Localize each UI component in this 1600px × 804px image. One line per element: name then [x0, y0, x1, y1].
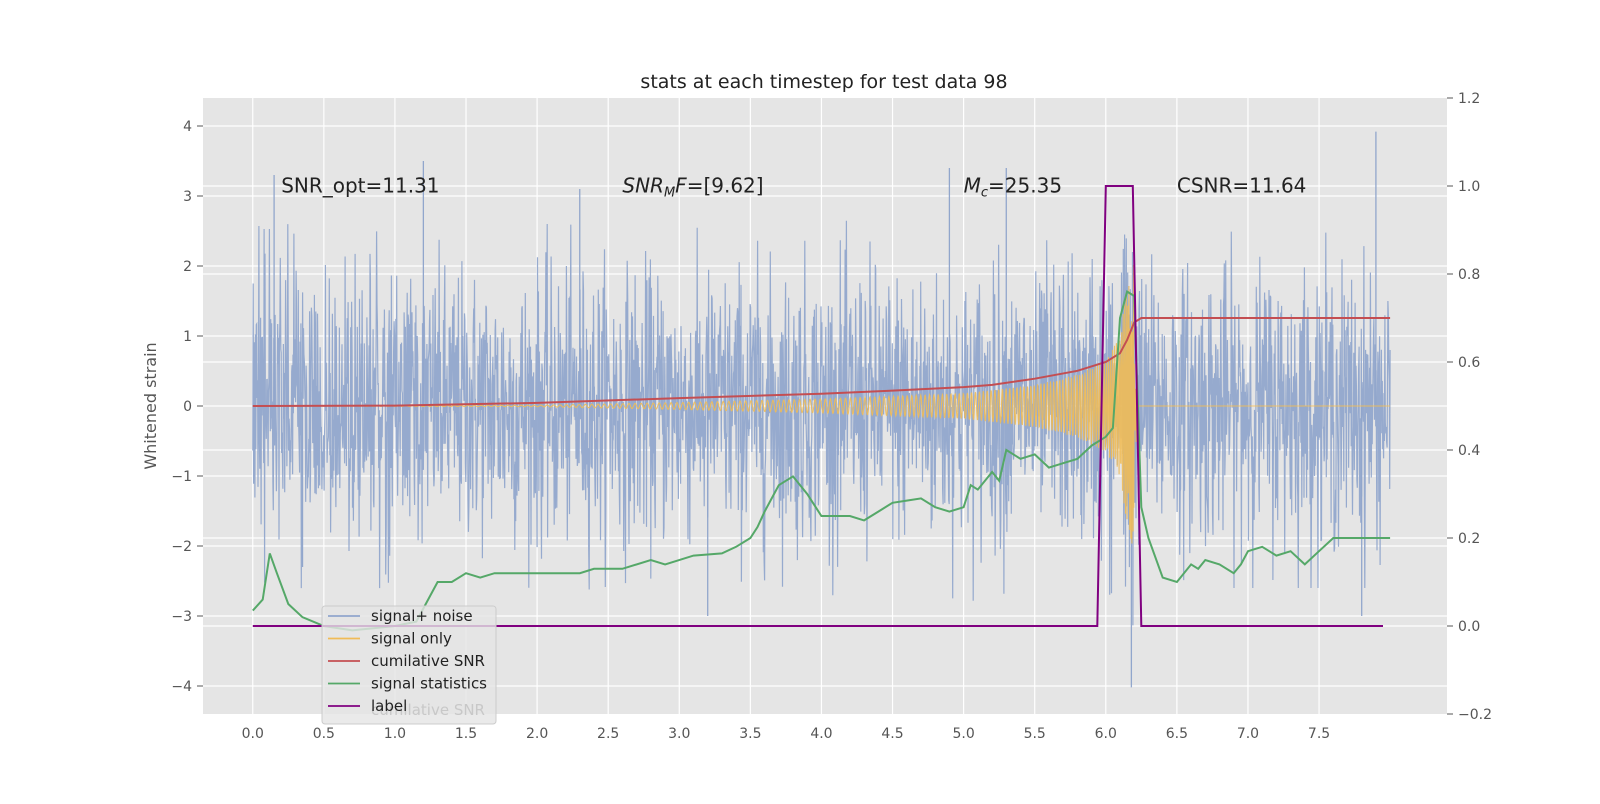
signal-noise-series	[252, 131, 1391, 688]
y-tick-label: 3	[183, 189, 192, 205]
legend-box	[321, 605, 497, 725]
x-tick-label: 7.5	[1308, 726, 1330, 742]
x-axis-ticks: 0.0 0.5 1.0 1.5 2.0 2.5 3.0 3.5 4.0 4.5 5.0 5.5 6.0 6…	[242, 726, 1331, 742]
signal-statistics-line	[252, 290, 1391, 632]
y-tick-label: 2	[183, 259, 192, 275]
legend: cumilative SNR signal+ noise signal only c…	[321, 605, 497, 725]
x-tick-label: 3.0	[668, 726, 690, 742]
y2-tick-label: 0.2	[1458, 531, 1480, 547]
x-tick-label: 0.5	[313, 726, 335, 742]
legend-entry: signal only	[371, 630, 452, 648]
signal-only-line	[252, 264, 1391, 544]
annotation-math-sub: c	[981, 186, 988, 201]
y-tick-label: 1	[183, 329, 192, 345]
x-tick-label: 0.0	[242, 726, 264, 742]
annotation-value: =25.35	[988, 174, 1062, 198]
annotation-snr-mf: SNRMF=[9.62]	[622, 174, 763, 201]
y2-axis-ticks: 1.2 1.0 0.8 0.6 0.4 0.2 0.0 −0.2	[1447, 91, 1492, 723]
signal-noise-line	[252, 220, 1391, 626]
label-line	[252, 185, 1383, 627]
x-tick-label: 2.5	[597, 726, 619, 742]
x-tick-label: 7.0	[1237, 726, 1259, 742]
x-tick-label: 1.5	[455, 726, 477, 742]
legend-entry: cumilative SNR	[371, 652, 485, 670]
annotation-value: =[9.62]	[687, 174, 764, 198]
chart-title: stats at each timestep for test data 98	[640, 71, 1007, 93]
annotation-math-part: F	[675, 174, 687, 198]
y-tick-label: −2	[171, 539, 192, 555]
y-axis-label: Whitened strain	[141, 342, 160, 469]
y2-tick-label: 1.2	[1458, 91, 1480, 107]
annotation-mc: Mc=25.35	[964, 174, 1062, 201]
x-tick-label: 4.0	[810, 726, 832, 742]
x-tick-label: 2.0	[526, 726, 548, 742]
x-tick-label: 6.0	[1095, 726, 1117, 742]
legend-entry: label	[371, 697, 407, 715]
annotation-math-part: M	[964, 174, 981, 198]
y2-tick-label: −0.2	[1458, 707, 1492, 723]
y-tick-label: 4	[183, 119, 192, 135]
annotation-math-part: SNR	[622, 174, 664, 198]
y2-tick-label: 0.0	[1458, 619, 1480, 635]
signal-only-series	[252, 264, 1391, 544]
legend-entries: signal+ noise signal only cumilative SNR si…	[328, 607, 487, 715]
y2-tick-label: 0.8	[1458, 267, 1480, 283]
y-axis-ticks: 4 3 2 1 0 −1 −2 −3 −4	[171, 119, 203, 695]
y-tick-label: 0	[183, 399, 192, 415]
x-tick-label: 5.0	[952, 726, 974, 742]
right-axis-series	[252, 185, 1391, 632]
x-tick-label: 4.5	[881, 726, 903, 742]
x-tick-label: 5.5	[1024, 726, 1046, 742]
legend-entry: signal+ noise	[371, 607, 473, 625]
legend-ghost-text: cumilative SNR	[371, 701, 485, 719]
y-tick-label: −3	[171, 609, 192, 625]
annotation-csnr: CSNR=11.64	[1177, 174, 1307, 198]
y-tick-label: −4	[171, 679, 192, 695]
annotation-snr-opt: SNR_opt=11.31	[281, 174, 439, 198]
x-tick-label: 3.5	[739, 726, 761, 742]
y-tick-label: −1	[171, 469, 192, 485]
cumulative-snr-line	[252, 317, 1391, 407]
legend-entry: signal statistics	[371, 675, 487, 693]
x-tick-label: 6.5	[1166, 726, 1188, 742]
y2-tick-label: 0.4	[1458, 443, 1480, 459]
x-tick-label: 1.0	[384, 726, 406, 742]
y2-tick-label: 0.6	[1458, 355, 1480, 371]
y2-tick-label: 1.0	[1458, 179, 1480, 195]
annotations: SNR_opt=11.31 SNRMF=[9.62] Mc=25.35 CSNR=11…	[281, 174, 1306, 201]
annotation-math-sub: M	[664, 186, 675, 201]
